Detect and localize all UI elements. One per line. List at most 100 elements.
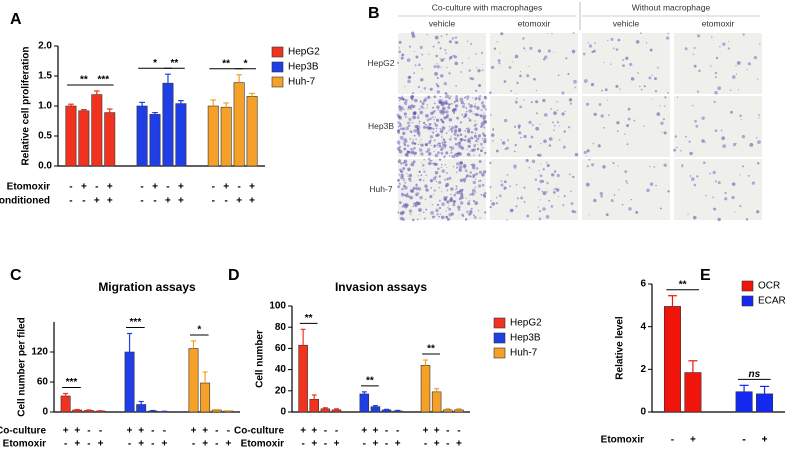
cell-dot <box>709 172 711 175</box>
cell-dot <box>675 146 678 149</box>
condition-sign: + <box>300 426 306 437</box>
cell-dot <box>412 115 416 120</box>
bar <box>83 410 94 413</box>
cell-dot <box>479 95 482 98</box>
micrograph <box>674 96 762 157</box>
cell-dot <box>442 110 444 112</box>
cell-dot <box>626 124 630 128</box>
cell-dot <box>478 83 482 88</box>
cell-dot <box>441 134 443 136</box>
cell-dot <box>564 110 566 113</box>
condition-sign: - <box>151 439 154 450</box>
cell-dot <box>459 201 464 205</box>
cell-dot <box>482 105 486 109</box>
cell-dot <box>401 97 405 100</box>
cell-dot <box>536 153 540 157</box>
cell-dot <box>712 170 716 175</box>
cell-dot <box>468 119 472 122</box>
condition-sign: + <box>138 439 144 450</box>
significance-label: ** <box>679 279 687 290</box>
cell-dot <box>526 214 530 218</box>
cell-dot <box>590 82 595 87</box>
condition-sign: + <box>236 196 242 207</box>
cell-dot <box>539 174 543 178</box>
cell-dot <box>603 61 605 64</box>
cell-dot <box>585 182 590 187</box>
cell-dot <box>481 69 484 72</box>
cell-dot <box>446 177 449 180</box>
cell-dot <box>457 118 459 120</box>
cell-dot <box>423 170 426 173</box>
cell-dot <box>689 151 693 156</box>
condition-sign: - <box>215 439 218 450</box>
cell-dot <box>438 186 440 189</box>
cell-dot <box>462 215 465 217</box>
cell-dot <box>445 210 447 212</box>
cell-dot <box>654 77 657 81</box>
cell-dot <box>413 146 416 150</box>
cell-dot <box>736 61 741 65</box>
cell-dot <box>452 54 455 57</box>
cell-dot <box>610 37 614 41</box>
cell-dot <box>412 34 414 36</box>
cell-dot <box>428 123 432 126</box>
cell-dot <box>448 155 451 157</box>
cell-dot <box>643 125 645 128</box>
y-tick-label: 100 <box>269 301 286 312</box>
cell-dot <box>478 154 481 157</box>
cell-dot <box>435 127 438 130</box>
cell-dot <box>586 149 590 153</box>
cell-dot <box>501 141 506 145</box>
cell-dot <box>756 162 760 165</box>
cell-dot <box>457 208 461 212</box>
cell-dot <box>479 114 482 117</box>
cell-dot <box>489 205 492 209</box>
cell-dot <box>440 58 444 62</box>
cell-dot <box>616 130 619 133</box>
cell-dot <box>451 151 453 154</box>
condition-sign: - <box>446 426 449 437</box>
cell-dot <box>563 130 567 133</box>
cell-dot <box>434 72 438 76</box>
cell-dot <box>460 71 462 73</box>
cell-dot <box>740 119 742 121</box>
cell-dot <box>460 196 464 200</box>
cell-dot <box>722 144 727 148</box>
cell-dot <box>466 129 471 134</box>
panel-letter: E <box>700 267 711 284</box>
condition-sign: - <box>95 182 98 193</box>
cell-dot <box>396 146 401 151</box>
cell-dot <box>438 180 442 185</box>
micrograph <box>490 33 578 94</box>
panel-letter: C <box>10 267 22 284</box>
cell-dot <box>421 163 425 167</box>
cell-dot <box>463 103 466 105</box>
cell-dot <box>399 201 402 204</box>
cell-dot <box>588 214 590 216</box>
cell-dot <box>397 211 400 214</box>
cell-dot <box>528 65 530 68</box>
cell-dot <box>436 77 439 80</box>
cell-dot <box>430 160 433 162</box>
cell-dot <box>433 118 435 121</box>
cell-dot <box>469 171 472 174</box>
cell-dot <box>412 139 414 141</box>
cell-dot <box>441 191 443 193</box>
cell-dot <box>509 185 511 187</box>
cell-dot <box>470 208 473 210</box>
cell-dot <box>429 135 434 139</box>
micrograph <box>674 159 762 220</box>
cell-dot <box>519 70 521 73</box>
cell-dot <box>396 140 401 145</box>
bar <box>684 372 702 413</box>
cell-dot <box>673 148 677 152</box>
cell-dot <box>524 49 526 51</box>
condition-sign: + <box>249 196 255 207</box>
cell-dot <box>556 101 558 103</box>
cell-dot <box>410 95 414 99</box>
cell-dot <box>738 89 740 91</box>
cell-dot <box>460 129 462 132</box>
cell-dot <box>625 56 629 60</box>
cell-dot <box>426 34 428 36</box>
y-tick-label: 40 <box>275 364 287 375</box>
